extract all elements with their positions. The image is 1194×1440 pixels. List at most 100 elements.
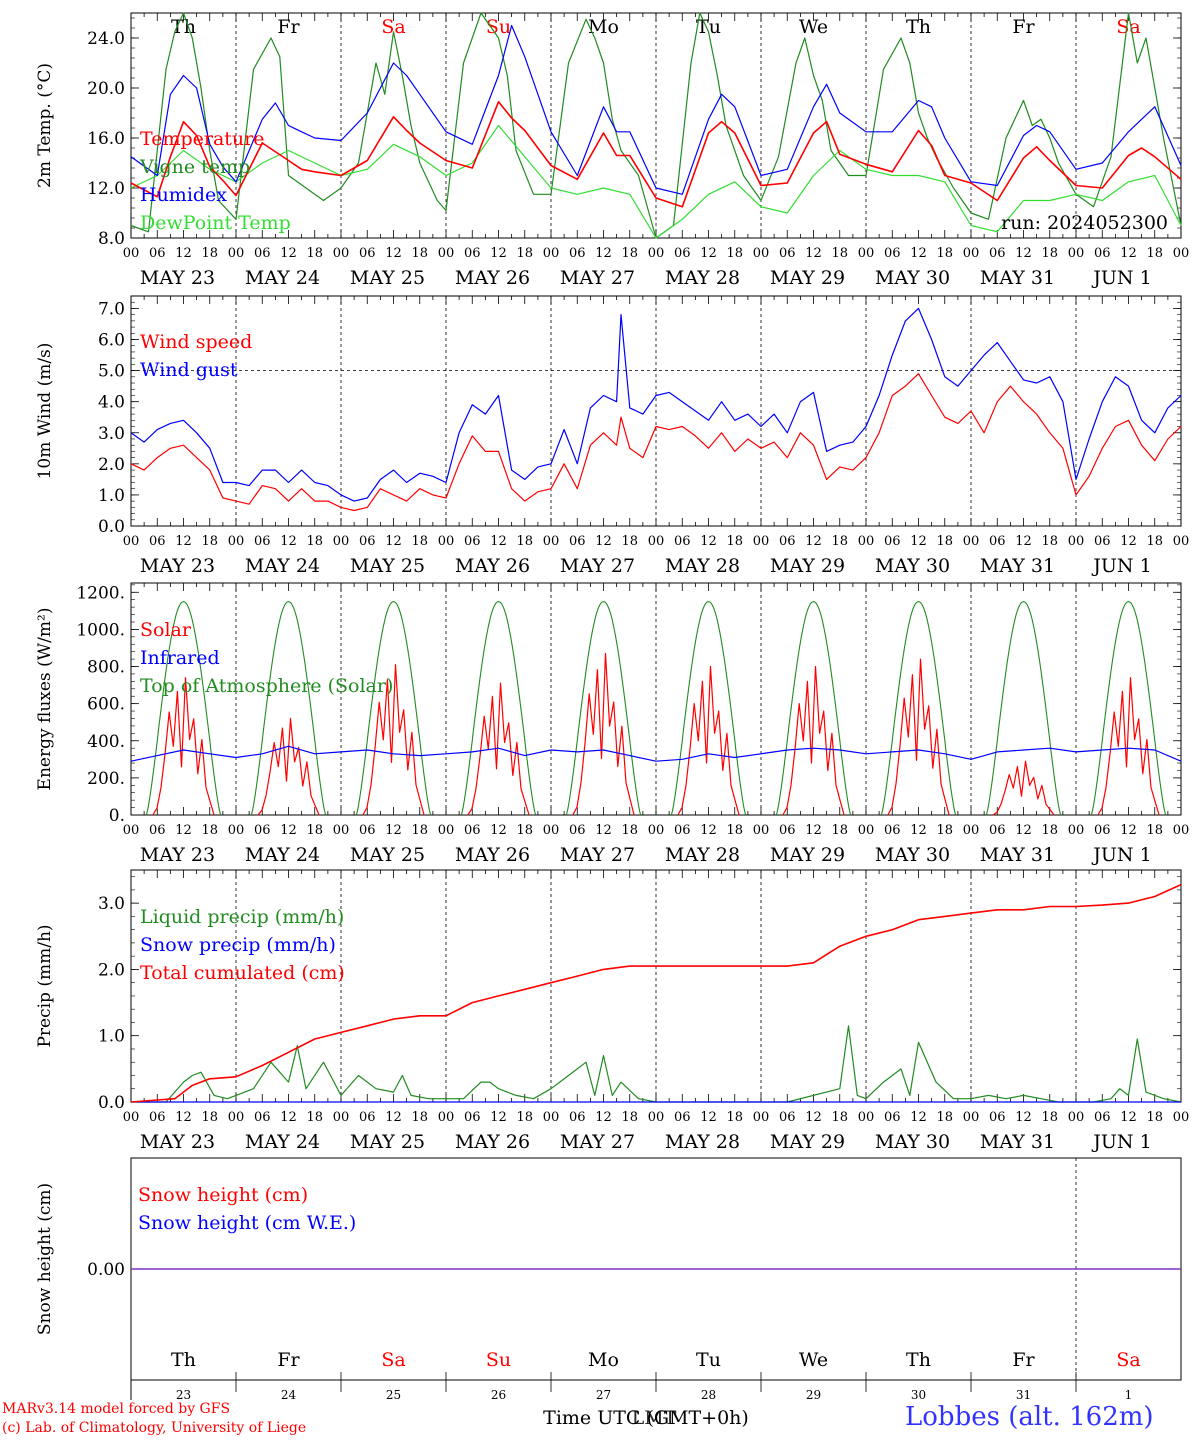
toa-solar-day-1 xyxy=(250,601,327,816)
hour-tick-label: 18 xyxy=(516,534,533,549)
hour-tick-label: 06 xyxy=(569,1110,586,1125)
hour-tick-label: 12 xyxy=(280,823,297,838)
hour-tick-label: 18 xyxy=(1146,823,1163,838)
hour-tick-label: 00 xyxy=(1068,1110,1085,1125)
day-number-label: 31 xyxy=(1016,1388,1031,1402)
legend-entry: Infrared xyxy=(140,647,220,669)
hour-tick-label: 00 xyxy=(333,246,350,261)
y-tick-label: 24.0 xyxy=(87,29,125,49)
hour-tick-label: 18 xyxy=(201,534,218,549)
hour-tick-label: 00 xyxy=(1173,246,1190,261)
weekday-label: Su xyxy=(486,1349,511,1371)
x-axis-label-overlap: LMT xyxy=(632,1407,677,1429)
hour-tick-label: 18 xyxy=(516,246,533,261)
y-tick-label: 5.0 xyxy=(98,362,125,382)
hour-tick-label: 00 xyxy=(1068,246,1085,261)
hour-tick-label: 00 xyxy=(228,246,245,261)
hour-tick-label: 06 xyxy=(779,1110,796,1125)
solar-day-7 xyxy=(887,658,950,816)
hour-tick-label: 06 xyxy=(1094,534,1111,549)
hour-tick-label: 06 xyxy=(1094,246,1111,261)
hour-tick-label: 12 xyxy=(1120,823,1137,838)
legend-entry: Wind gust xyxy=(140,359,238,381)
hour-tick-label: 06 xyxy=(464,246,481,261)
hour-tick-label: 06 xyxy=(359,534,376,549)
date-label: MAY 23 xyxy=(140,1131,215,1153)
series-line-1 xyxy=(130,12,1182,239)
hour-tick-label: 00 xyxy=(228,534,245,549)
hour-tick-label: 06 xyxy=(359,246,376,261)
y-tick-label: 1.0 xyxy=(98,1027,125,1047)
weekday-label: Th xyxy=(906,16,931,38)
y-axis-label: Precip (mm/h) xyxy=(35,924,55,1047)
hour-tick-label: 12 xyxy=(700,823,717,838)
hour-tick-label: 18 xyxy=(726,534,743,549)
hour-tick-label: 06 xyxy=(569,246,586,261)
hour-tick-label: 18 xyxy=(201,246,218,261)
hour-tick-label: 18 xyxy=(516,823,533,838)
toa-solar-day-5 xyxy=(670,601,747,816)
hour-tick-label: 18 xyxy=(831,1110,848,1125)
hour-tick-label: 00 xyxy=(333,823,350,838)
legend-entry: Total cumulated (cm) xyxy=(140,962,345,984)
hour-tick-label: 12 xyxy=(595,1110,612,1125)
date-label: MAY 27 xyxy=(560,844,635,866)
series-line-2 xyxy=(130,883,1182,1103)
hour-tick-label: 12 xyxy=(175,1110,192,1125)
hour-tick-label: 18 xyxy=(1041,823,1058,838)
date-label: MAY 30 xyxy=(875,555,950,577)
date-label: MAY 30 xyxy=(875,267,950,289)
toa-solar-day-2 xyxy=(355,601,432,816)
date-label: MAY 27 xyxy=(560,267,635,289)
y-axis-label: Energy fluxes (W/m²) xyxy=(35,608,55,791)
date-label: MAY 25 xyxy=(350,844,425,866)
hour-tick-label: 18 xyxy=(306,534,323,549)
weekday-label: Fr xyxy=(277,16,300,38)
hour-tick-label: 00 xyxy=(543,534,560,549)
weekday-label: Fr xyxy=(1012,16,1035,38)
hour-tick-label: 18 xyxy=(201,1110,218,1125)
hour-tick-label: 12 xyxy=(490,246,507,261)
hour-tick-label: 06 xyxy=(149,823,166,838)
hour-tick-label: 18 xyxy=(1041,1110,1058,1125)
day-number-label: 28 xyxy=(701,1388,716,1402)
legend-entry: Temperature xyxy=(140,128,264,150)
hour-tick-label: 00 xyxy=(438,1110,455,1125)
hour-tick-label: 18 xyxy=(1146,1110,1163,1125)
hour-tick-label: 06 xyxy=(674,246,691,261)
hour-tick-label: 12 xyxy=(280,246,297,261)
hour-tick-label: 12 xyxy=(910,246,927,261)
hour-tick-label: 06 xyxy=(1094,1110,1111,1125)
hour-tick-label: 00 xyxy=(1068,534,1085,549)
y-tick-label: 600. xyxy=(87,695,125,715)
day-number-label: 29 xyxy=(806,1388,821,1402)
series-line-0 xyxy=(130,101,1182,208)
hour-tick-label: 12 xyxy=(175,534,192,549)
hour-tick-label: 06 xyxy=(779,823,796,838)
weekday-label: Mo xyxy=(588,1349,619,1371)
hour-tick-label: 06 xyxy=(149,1110,166,1125)
hour-tick-label: 00 xyxy=(333,534,350,549)
day-number-label: 23 xyxy=(176,1388,191,1402)
hour-tick-label: 06 xyxy=(569,534,586,549)
hour-tick-label: 12 xyxy=(805,1110,822,1125)
run-label: run: 2024052300 xyxy=(1001,212,1168,234)
hour-tick-label: 12 xyxy=(595,534,612,549)
weekday-label: Sa xyxy=(381,1349,405,1371)
date-label: MAY 23 xyxy=(140,555,215,577)
hour-tick-label: 00 xyxy=(753,246,770,261)
hour-tick-label: 06 xyxy=(464,823,481,838)
hour-tick-label: 12 xyxy=(595,246,612,261)
y-tick-label: 800. xyxy=(87,658,125,678)
date-label: MAY 30 xyxy=(875,1131,950,1153)
hour-tick-label: 18 xyxy=(936,823,953,838)
hour-tick-label: 12 xyxy=(385,823,402,838)
hour-tick-label: 00 xyxy=(753,1110,770,1125)
weekday-label: We xyxy=(799,16,828,38)
solar-day-8 xyxy=(992,760,1055,816)
weekday-label: Tu xyxy=(696,16,721,38)
hour-tick-label: 12 xyxy=(910,534,927,549)
date-label: MAY 24 xyxy=(245,267,320,289)
toa-solar-day-3 xyxy=(460,601,537,816)
